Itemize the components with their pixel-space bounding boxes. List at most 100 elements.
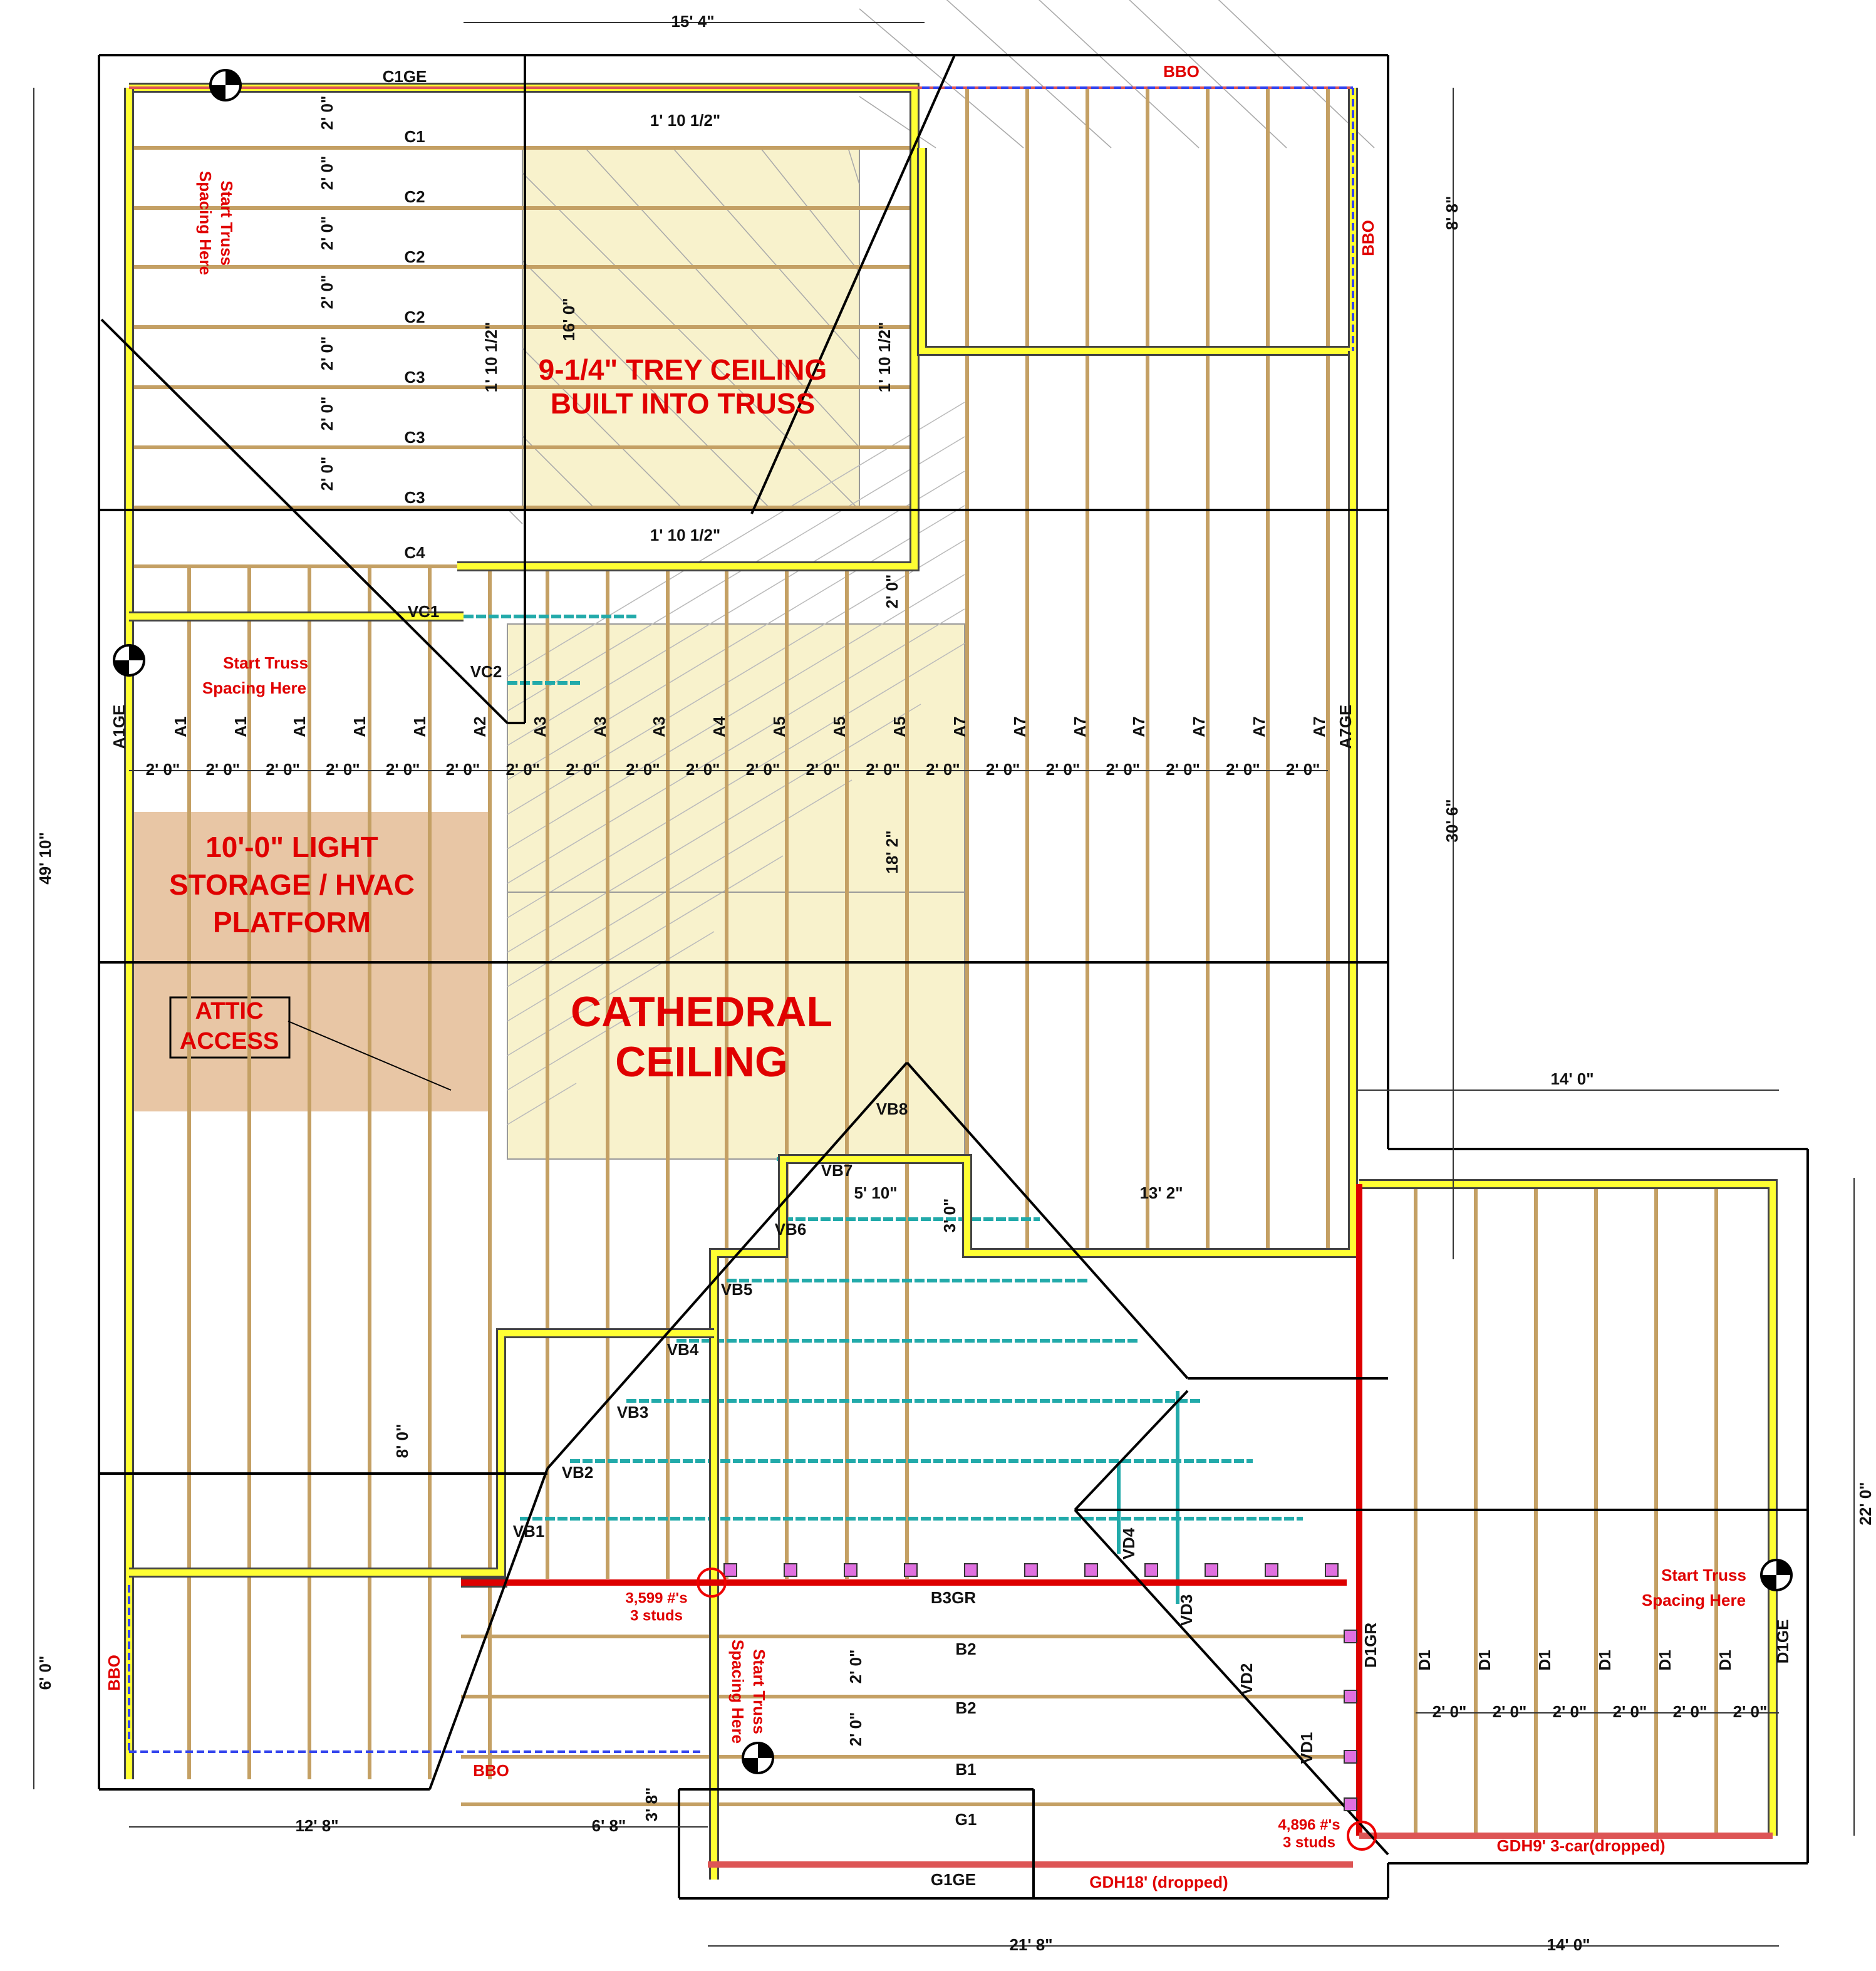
dimension-label: 2' 0" bbox=[318, 457, 336, 491]
truss-label: A7 bbox=[1189, 716, 1208, 737]
truss-label: VB3 bbox=[617, 1403, 649, 1422]
note-text: Start Truss bbox=[1661, 1566, 1746, 1584]
dimension-label: 14' 0" bbox=[1547, 1935, 1590, 1954]
truss-label: VC1 bbox=[408, 602, 440, 621]
truss-label: VB5 bbox=[721, 1280, 753, 1299]
truss-label: B3GR bbox=[931, 1588, 976, 1607]
truss-label: D1 bbox=[1595, 1650, 1614, 1670]
dimension-label: 2' 0" bbox=[318, 156, 336, 190]
dimension-label: 1' 10 1/2" bbox=[875, 322, 894, 392]
truss-label: C3 bbox=[404, 368, 425, 387]
truss-label: A5 bbox=[830, 716, 849, 737]
dimension-label: 12' 8" bbox=[295, 1816, 338, 1835]
note-text: 9-1/4" TREY CEILING bbox=[539, 353, 827, 386]
truss-label: G1 bbox=[955, 1810, 977, 1829]
dimension-label: 6' 0" bbox=[36, 1656, 54, 1690]
dimension-label: 2' 0" bbox=[318, 96, 336, 130]
dimension-label: 1' 10 1/2" bbox=[482, 322, 500, 392]
girder-outline bbox=[129, 1333, 714, 1573]
dimension-label: 2' 0" bbox=[1673, 1702, 1708, 1721]
truss-label: A7 bbox=[1070, 716, 1089, 737]
dimension-label: 14' 0" bbox=[1550, 1069, 1594, 1088]
truss-label: VB1 bbox=[513, 1522, 545, 1541]
truss-label: A4 bbox=[710, 716, 728, 737]
truss-label: VB8 bbox=[876, 1100, 908, 1118]
note-text: PLATFORM bbox=[213, 906, 371, 939]
dimension-label: 2' 0" bbox=[326, 760, 360, 779]
dimension-label: 2' 0" bbox=[1613, 1702, 1647, 1721]
dimension-label: 2' 0" bbox=[1493, 1702, 1527, 1721]
dimension-label: 22' 0" bbox=[1856, 1482, 1875, 1525]
dimension-label: 2' 0" bbox=[746, 760, 780, 779]
hanger bbox=[904, 1564, 917, 1576]
dimension-label: 16' 0" bbox=[559, 298, 578, 341]
hanger bbox=[784, 1564, 797, 1576]
dimension-label: 2' 0" bbox=[146, 760, 180, 779]
truss-label: A1 bbox=[410, 716, 429, 737]
note-text: 3 studs bbox=[630, 1607, 683, 1624]
truss-label: A5 bbox=[770, 716, 789, 737]
hanger bbox=[1085, 1564, 1097, 1576]
hanger bbox=[1344, 1750, 1357, 1763]
dimension-label: 2' 0" bbox=[1733, 1702, 1768, 1721]
dimension-label: 2' 0" bbox=[1433, 1702, 1467, 1721]
note-text: 3 studs bbox=[1283, 1834, 1335, 1851]
hanger bbox=[1325, 1564, 1338, 1576]
note-text: Spacing Here bbox=[1642, 1591, 1746, 1610]
dimension-label: 2' 0" bbox=[806, 760, 840, 779]
dimension-label: 3' 0" bbox=[940, 1199, 959, 1233]
dimension-label: 2' 0" bbox=[883, 575, 901, 609]
note-text: GDH18' (dropped) bbox=[1089, 1873, 1228, 1891]
dimension-label: 2' 0" bbox=[686, 760, 720, 779]
truss-label: C3 bbox=[404, 488, 425, 507]
dimension-label: 2' 0" bbox=[505, 760, 540, 779]
hanger bbox=[965, 1564, 977, 1576]
note-text: CEILING bbox=[615, 1038, 788, 1086]
girder-outline bbox=[922, 88, 1353, 351]
dimension-label: 2' 0" bbox=[1166, 760, 1200, 779]
truss-label: D1 bbox=[1656, 1650, 1674, 1670]
dimension-label: 2' 0" bbox=[626, 760, 660, 779]
yellow-truss bbox=[129, 1333, 714, 1573]
hanger bbox=[844, 1564, 857, 1576]
note-text: Spacing Here bbox=[202, 679, 306, 697]
note-text: ATTIC bbox=[195, 998, 263, 1024]
truss-label: C2 bbox=[404, 308, 425, 326]
yellow-truss bbox=[922, 88, 1353, 351]
dimension-label: 2' 0" bbox=[926, 760, 960, 779]
hanger bbox=[1145, 1564, 1158, 1576]
dimension-label: 49' 10" bbox=[36, 832, 54, 885]
note-text: BBO bbox=[1163, 62, 1200, 81]
truss-label: A7 bbox=[1129, 716, 1148, 737]
note-text: BUILT INTO TRUSS bbox=[551, 387, 816, 420]
dimension-label: 3' 8" bbox=[642, 1787, 661, 1822]
note-text: Spacing Here bbox=[196, 171, 215, 275]
truss-plan: 15' 4"1' 10 1/2"1' 10 1/2"2' 0"2' 0"2' 0… bbox=[0, 0, 1876, 1971]
note-text: 10'-0" LIGHT bbox=[205, 831, 378, 863]
truss-label: VD2 bbox=[1237, 1663, 1256, 1695]
truss-label: B2 bbox=[955, 1698, 976, 1717]
dimension-label: 21' 8" bbox=[1009, 1935, 1052, 1954]
dimension-label: 2' 0" bbox=[1106, 760, 1140, 779]
truss-label: A7GE bbox=[1336, 705, 1355, 749]
truss-label: A2 bbox=[470, 716, 489, 737]
truss-label: D1 bbox=[1475, 1650, 1494, 1670]
truss-label: C2 bbox=[404, 187, 425, 206]
hatch bbox=[509, 510, 522, 524]
outline bbox=[1075, 1391, 1188, 1510]
hatch bbox=[859, 9, 1024, 148]
truss-label: A3 bbox=[531, 716, 549, 737]
note-text: Start Truss bbox=[750, 1649, 769, 1734]
truss-label: C1 bbox=[404, 127, 425, 146]
truss-label: VB4 bbox=[667, 1340, 699, 1359]
truss-label: D1 bbox=[1535, 1650, 1554, 1670]
truss-label: D1 bbox=[1415, 1650, 1434, 1670]
truss-label: C1GE bbox=[383, 67, 427, 86]
note-text: ACCESS bbox=[180, 1028, 279, 1054]
truss-label: A1 bbox=[231, 716, 250, 737]
dimension-label: 30' 6" bbox=[1443, 799, 1461, 842]
hanger bbox=[1265, 1564, 1278, 1576]
hanger bbox=[1344, 1798, 1357, 1811]
truss-label: A1 bbox=[350, 716, 369, 737]
note-text: 3,599 #'s bbox=[625, 1589, 687, 1606]
